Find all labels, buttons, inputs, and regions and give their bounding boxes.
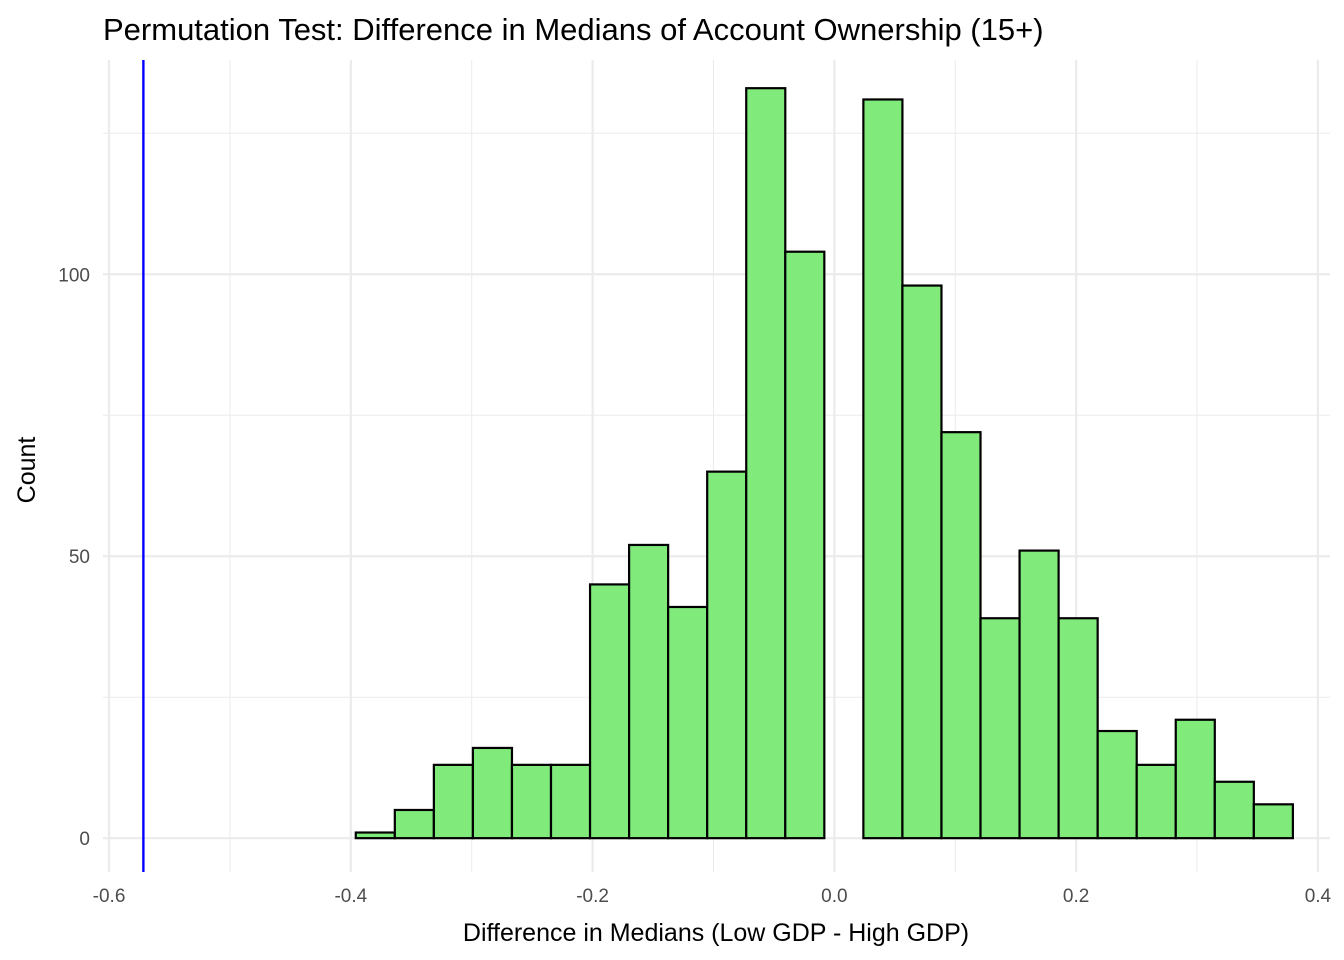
histogram-bar <box>354 831 396 840</box>
y-tick-label: 0 <box>79 829 90 850</box>
histogram-bar <box>1174 718 1216 840</box>
histogram-bar <box>1057 617 1099 840</box>
x-tick-label: -0.2 <box>576 886 609 907</box>
x-axis-title: Difference in Medians (Low GDP - High GD… <box>463 919 969 947</box>
chart-title: Permutation Test: Difference in Medians … <box>103 12 1044 47</box>
histogram-bar <box>940 431 982 840</box>
histogram-bar <box>745 87 787 840</box>
x-tick-label: 0.0 <box>821 886 847 907</box>
y-tick-label: 50 <box>69 547 90 568</box>
histogram-bar <box>471 746 514 840</box>
x-tick-label: 0.4 <box>1305 886 1332 907</box>
histogram-bar <box>1135 763 1177 840</box>
y-axis-ticks: 0 50 100 <box>58 265 90 850</box>
x-tick-label: -0.4 <box>334 886 367 907</box>
x-tick-label: -0.6 <box>93 886 126 907</box>
y-tick-label: 100 <box>58 265 90 286</box>
histogram-bar <box>784 250 826 840</box>
x-axis-ticks: -0.6 -0.4 -0.2 0.0 0.2 0.4 <box>93 886 1332 907</box>
histogram-bar <box>1252 803 1294 840</box>
y-axis-title: Count <box>13 437 41 504</box>
histogram-bars <box>354 87 1294 840</box>
histogram-bar <box>667 605 709 840</box>
histogram-bar <box>1018 549 1060 840</box>
x-tick-label: 0.2 <box>1063 886 1089 907</box>
histogram-bar <box>510 763 553 840</box>
histogram-bar <box>979 617 1021 840</box>
histogram-bar <box>627 543 670 840</box>
histogram-bar <box>1213 780 1255 840</box>
histogram-bar <box>901 284 943 840</box>
histogram-bar <box>549 763 592 840</box>
histogram-bar <box>862 98 904 840</box>
histogram-bar <box>393 808 435 840</box>
histogram-bar <box>1096 729 1138 840</box>
histogram-bar <box>706 470 748 840</box>
histogram-bar <box>588 583 631 840</box>
histogram-bar <box>432 763 475 840</box>
